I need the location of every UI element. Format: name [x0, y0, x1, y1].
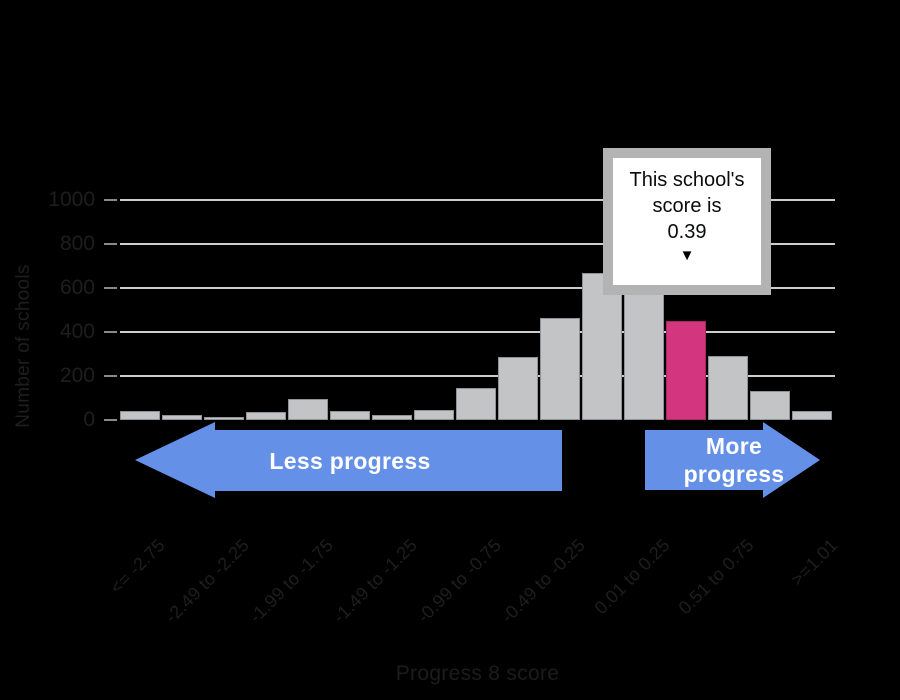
histogram-bar [414, 410, 454, 420]
y-axis-tick [104, 419, 117, 421]
y-tick-label: 200 [59, 364, 95, 388]
histogram-bar [246, 412, 286, 420]
less-progress-label: Less progress [269, 448, 430, 474]
y-tick-label: 600 [59, 276, 95, 300]
y-axis-tick [104, 243, 117, 246]
x-tick-label: <= -2.75 [106, 535, 170, 598]
histogram-bar [750, 391, 790, 420]
y-axis-tick [104, 199, 117, 202]
gridline [120, 243, 835, 246]
callout-score: 0.39 [667, 221, 707, 243]
histogram-bar [288, 399, 328, 420]
x-tick-label: 0.51 to 0.75 [674, 535, 758, 619]
y-tick-label: 400 [59, 320, 95, 344]
x-tick-label: -1.49 to -1.25 [329, 535, 422, 627]
x-tick-label: 0.01 to 0.25 [590, 535, 674, 619]
histogram-bar [330, 411, 370, 420]
histogram-bar [120, 411, 160, 420]
histogram-bar [792, 411, 832, 420]
histogram-bar [456, 388, 496, 420]
histogram-bar [372, 415, 412, 420]
gridline [120, 199, 835, 202]
y-tick-label: 0 [83, 408, 95, 431]
more-progress-arrow [645, 422, 820, 498]
y-axis-tick [104, 375, 117, 378]
callout-line: score is [652, 195, 722, 217]
y-tick-label: 800 [59, 232, 95, 256]
histogram-bar [162, 415, 202, 420]
histogram-bar [204, 417, 244, 420]
gridline [120, 287, 835, 290]
less-progress-arrow [135, 422, 562, 498]
callout-pointer-icon: ▼ [679, 247, 695, 264]
more-progress-label-line1: More [706, 433, 762, 459]
histogram-bar [624, 284, 664, 420]
histogram-bar-highlighted [666, 321, 706, 420]
histogram-bar [582, 273, 622, 420]
callout-line: This school's [629, 169, 745, 191]
y-axis-tick [104, 331, 117, 334]
x-axis-title: Progress 8 score [395, 662, 560, 685]
gridline [120, 375, 835, 378]
x-tick-label: >=1.01 [786, 535, 842, 590]
more-progress-label-line2: progress [684, 461, 785, 487]
callout-box: This school's score is 0.39 ▼ [603, 148, 771, 295]
y-axis-tick [104, 287, 117, 290]
gridline [120, 331, 835, 334]
histogram-bar [708, 356, 748, 420]
y-tick-label: 1000 [48, 188, 95, 212]
histogram-bar [540, 318, 580, 420]
x-tick-label: -0.99 to -0.75 [413, 535, 506, 627]
histogram-bar [498, 357, 538, 420]
x-tick-label: -2.49 to -2.25 [161, 535, 254, 627]
x-tick-label: -1.99 to -1.75 [245, 535, 338, 627]
x-tick-label: -0.49 to -0.25 [497, 535, 590, 627]
